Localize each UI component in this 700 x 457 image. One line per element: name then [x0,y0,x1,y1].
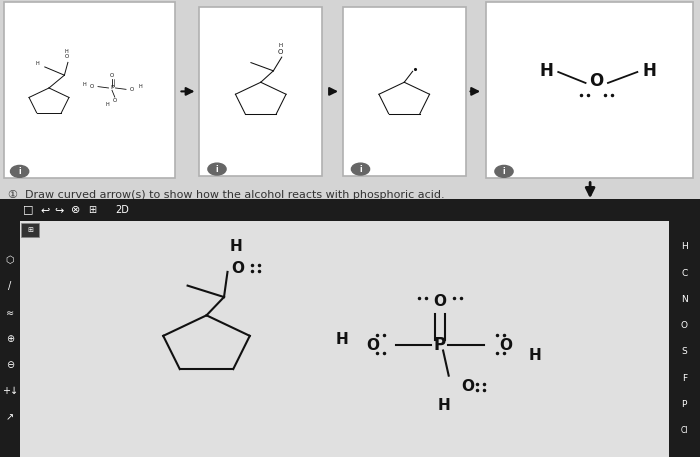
Circle shape [208,163,226,175]
Bar [0,199,700,221]
Text: O: O [461,379,474,393]
Text: H: H [529,348,542,362]
Text: O: O [64,54,69,59]
Text: i: i [359,165,362,174]
Text: O: O [278,48,283,55]
Text: □: □ [22,205,34,215]
Text: H: H [279,43,282,48]
Bar [4,2,175,178]
Text: H: H [540,62,553,80]
Text: i: i [503,271,505,280]
Text: O: O [110,73,114,78]
Text: i: i [503,167,505,176]
Circle shape [495,270,513,282]
Text: O: O [367,338,379,352]
Text: i: i [18,167,21,176]
Text: ⊗: ⊗ [71,205,80,215]
Text: O: O [113,98,117,103]
Bar [0,221,20,457]
Text: H: H [64,49,69,54]
Bar [21,223,38,237]
Text: ⊞: ⊞ [88,205,97,215]
Text: O: O [500,338,512,352]
Text: ⊖: ⊖ [6,360,14,370]
Text: H: H [681,243,687,251]
Text: O: O [433,294,446,309]
Text: ↪: ↪ [55,205,64,215]
Bar [486,2,693,178]
Text: S: S [681,347,687,356]
Text: P: P [433,336,446,354]
Text: ⊕: ⊕ [6,334,14,344]
Text: ⊞: ⊞ [27,227,33,234]
Text: N: N [681,295,687,304]
Text: 2D: 2D [116,205,130,215]
Text: ≈: ≈ [6,308,14,318]
Text: O: O [90,84,94,89]
Text: O: O [232,261,244,276]
Text: H: H [138,84,142,89]
Circle shape [351,163,370,175]
Text: i: i [216,165,218,174]
Text: H: H [438,399,450,413]
Text: ⬡: ⬡ [6,255,14,265]
Bar [199,7,322,176]
Text: H: H [82,82,86,87]
Text: H: H [36,61,40,66]
Text: H: H [335,332,348,347]
Text: O: O [680,321,687,330]
Text: C: C [681,269,687,278]
Bar [668,221,700,457]
Text: F: F [682,374,687,383]
Bar [0,199,700,457]
Bar [486,201,693,281]
Bar [343,7,466,176]
Circle shape [10,165,29,177]
Text: H: H [230,239,242,254]
Text: O: O [130,87,134,92]
Bar [20,221,668,457]
Text: +↓: +↓ [1,386,18,396]
Text: /: / [8,282,11,292]
Text: O: O [589,72,604,90]
Text: ↩: ↩ [41,205,50,215]
Circle shape [495,165,513,177]
Text: H: H [643,62,656,80]
Text: Cl: Cl [680,426,688,435]
Text: ↗: ↗ [6,413,14,423]
Text: H: H [106,102,110,107]
Text: P: P [682,400,687,409]
Text: P: P [110,85,114,90]
Text: ①  Draw curved arrow(s) to show how the alcohol reacts with phosphoric acid.: ① Draw curved arrow(s) to show how the a… [8,190,445,200]
